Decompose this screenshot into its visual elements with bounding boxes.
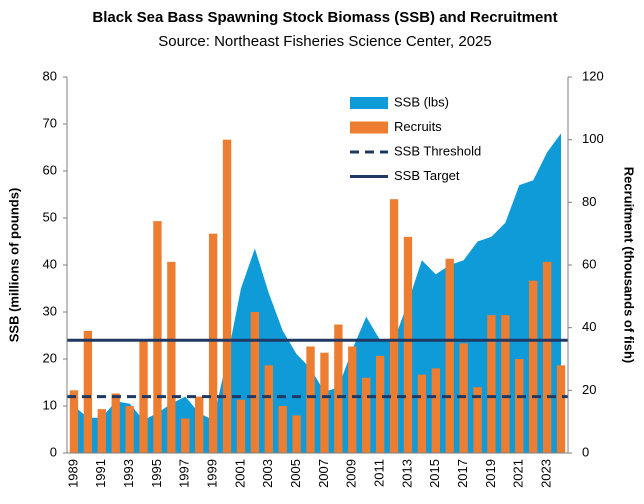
y2-tick-label: 40 xyxy=(582,319,596,334)
bar xyxy=(417,374,427,453)
y-tick-label: 40 xyxy=(43,256,57,271)
bar xyxy=(111,393,120,453)
bar xyxy=(278,406,287,453)
y2-axis-title: Recruitment (thousands of fish) xyxy=(622,167,637,363)
bar xyxy=(264,365,273,453)
bar xyxy=(208,233,218,453)
x-tick-label: 2009 xyxy=(344,459,359,488)
x-tick-label: 1989 xyxy=(65,459,80,488)
bar xyxy=(445,258,454,453)
x-tick-label: 2021 xyxy=(511,459,526,488)
x-tick-label: 1991 xyxy=(93,459,108,488)
x-tick-label: 2015 xyxy=(427,459,442,488)
bar xyxy=(375,355,385,453)
bar xyxy=(292,415,301,453)
bar xyxy=(83,330,93,453)
y2-tick-label: 120 xyxy=(582,68,604,83)
bar xyxy=(515,359,524,453)
bar xyxy=(153,221,162,453)
legend-label: Recruits xyxy=(394,119,442,134)
bar xyxy=(389,199,399,453)
bar xyxy=(556,365,566,453)
x-tick-label: 2017 xyxy=(455,459,470,488)
bar xyxy=(403,236,413,453)
y2-tick-label: 20 xyxy=(582,382,596,397)
bar xyxy=(69,390,79,453)
bar xyxy=(236,399,246,453)
y-tick-label: 50 xyxy=(43,209,57,224)
bar xyxy=(334,324,343,453)
chart-subtitle: Source: Northeast Fisheries Science Cent… xyxy=(158,33,492,50)
bar xyxy=(125,406,134,453)
bar xyxy=(167,261,176,453)
y-tick-label: 70 xyxy=(43,115,57,130)
chart-title: Black Sea Bass Spawning Stock Biomass (S… xyxy=(92,9,557,26)
y-tick-label: 60 xyxy=(43,162,57,177)
legend-swatch xyxy=(350,121,388,134)
bar xyxy=(529,280,538,453)
y-tick-label: 80 xyxy=(43,68,57,83)
y-axis-title: SSB (millions of pounds) xyxy=(6,188,21,343)
bar xyxy=(348,346,357,453)
x-tick-label: 1999 xyxy=(205,459,220,488)
y-tick-label: 10 xyxy=(43,397,57,412)
y2-tick-label: 80 xyxy=(582,194,596,209)
x-tick-label: 2007 xyxy=(316,459,331,488)
x-tick-label: 2019 xyxy=(483,459,498,488)
y-tick-label: 30 xyxy=(43,303,57,318)
bar xyxy=(320,352,329,453)
plot-area xyxy=(67,133,568,453)
y2-tick-label: 0 xyxy=(582,444,589,459)
y-tick-label: 0 xyxy=(50,444,57,459)
x-tick-label: 2011 xyxy=(372,459,387,487)
x-tick-label: 2001 xyxy=(232,459,247,488)
x-tick-label: 2013 xyxy=(399,459,414,488)
y-tick-label: 20 xyxy=(43,350,57,365)
x-tick-label: 1997 xyxy=(177,459,192,488)
bar xyxy=(542,261,552,453)
y2-tick-label: 60 xyxy=(582,256,596,271)
bar xyxy=(473,387,482,453)
x-tick-label: 2005 xyxy=(288,459,303,488)
legend-label: SSB Target xyxy=(394,168,460,183)
y2-tick-label: 100 xyxy=(582,131,604,146)
bar xyxy=(250,312,260,453)
bar xyxy=(431,368,440,453)
legend-label: SSB (lbs) xyxy=(394,94,449,109)
x-tick-label: 2023 xyxy=(539,459,554,488)
bar xyxy=(459,343,468,453)
legend-swatch xyxy=(350,97,388,109)
bar xyxy=(181,418,190,453)
x-tick-label: 1993 xyxy=(121,459,136,488)
bar xyxy=(501,315,510,453)
x-tick-label: 1995 xyxy=(149,459,164,488)
bar xyxy=(195,396,204,453)
legend-label: SSB Threshold xyxy=(394,143,481,158)
bar xyxy=(487,315,496,453)
x-tick-label: 2003 xyxy=(260,459,275,488)
bar xyxy=(306,346,315,453)
bar xyxy=(222,139,232,453)
bar xyxy=(362,377,371,453)
bar xyxy=(97,409,106,453)
